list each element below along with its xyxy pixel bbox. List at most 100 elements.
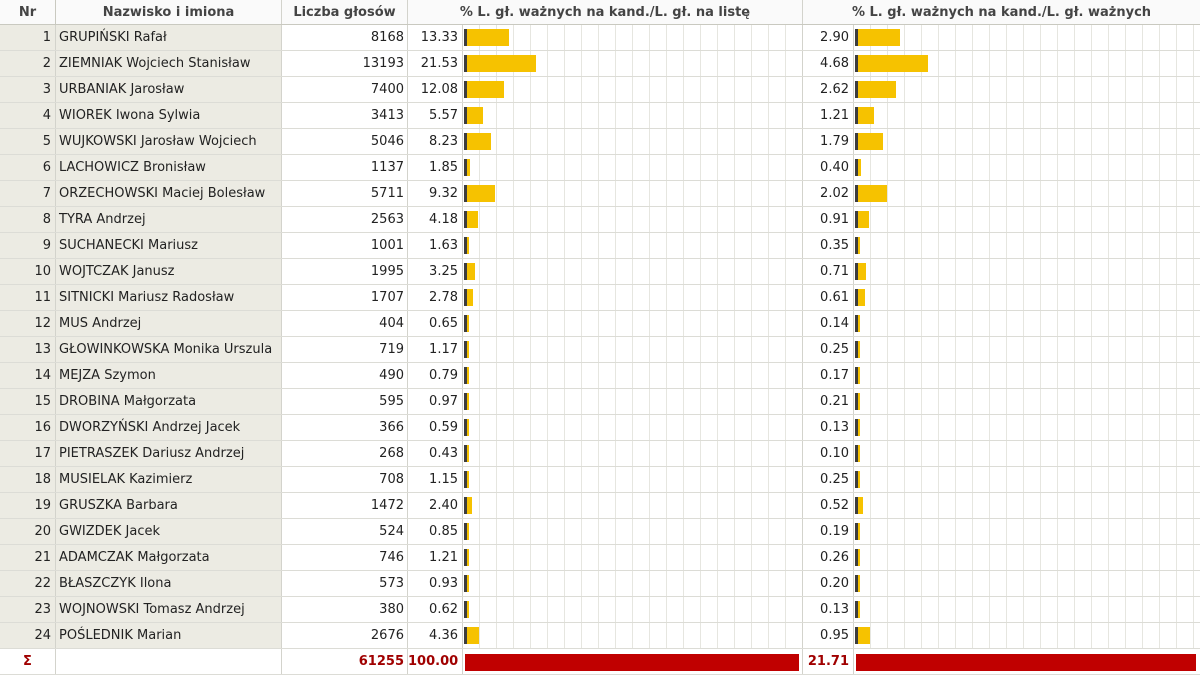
table-row[interactable]: 22 BŁASZCZYK Ilona 573 0.93 0.20 — [0, 571, 1200, 597]
table-row[interactable]: 17 PIETRASZEK Dariusz Andrzej 268 0.43 0.10 — [0, 441, 1200, 467]
table-row[interactable]: 18 MUSIELAK Kazimierz 708 1.15 0.25 — [0, 467, 1200, 493]
pct-list-value: 8.23 — [408, 129, 463, 154]
header-pct-valid[interactable]: % L. gł. ważnych na kand./L. gł. ważnych — [803, 0, 1200, 24]
table-row[interactable]: 2 ZIEMNIAK Wojciech Stanisław 13193 21.53 4.… — [0, 51, 1200, 77]
pct-valid-bar — [855, 185, 887, 202]
pct-list-bar — [464, 289, 474, 306]
pct-list-bar-cell — [463, 259, 803, 284]
pct-list-bar — [464, 55, 536, 72]
pct-list-value: 1.15 — [408, 467, 463, 492]
row-nr: 1 — [0, 25, 56, 50]
table-row[interactable]: 6 LACHOWICZ Bronisław 1137 1.85 0.40 — [0, 155, 1200, 181]
pct-list-bar-cell — [463, 363, 803, 388]
table-row[interactable]: 13 GŁOWINKOWSKA Monika Urszula 719 1.17 0.25 — [0, 337, 1200, 363]
pct-list-bar-cell — [463, 571, 803, 596]
pct-list-value: 0.65 — [408, 311, 463, 336]
table-row[interactable]: 20 GWIZDEK Jacek 524 0.85 0.19 — [0, 519, 1200, 545]
header-votes[interactable]: Liczba głosów — [282, 0, 408, 24]
candidate-name: WUJKOWSKI Jarosław Wojciech — [56, 129, 282, 154]
table-row[interactable]: 9 SUCHANECKI Mariusz 1001 1.63 0.35 — [0, 233, 1200, 259]
candidate-name: LACHOWICZ Bronisław — [56, 155, 282, 180]
table-row[interactable]: 1 GRUPIŃSKI Rafał 8168 13.33 2.90 — [0, 25, 1200, 51]
pct-valid-value: 2.62 — [803, 77, 854, 102]
candidate-name: MUSIELAK Kazimierz — [56, 467, 282, 492]
row-nr: 4 — [0, 103, 56, 128]
pct-list-value: 2.40 — [408, 493, 463, 518]
pct-valid-value: 0.17 — [803, 363, 854, 388]
candidate-name: WOJTCZAK Janusz — [56, 259, 282, 284]
vote-count: 3413 — [282, 103, 408, 128]
table-row[interactable]: 23 WOJNOWSKI Tomasz Andrzej 380 0.62 0.13 — [0, 597, 1200, 623]
candidate-name: URBANIAK Jarosław — [56, 77, 282, 102]
pct-valid-value: 0.91 — [803, 207, 854, 232]
table-row[interactable]: 12 MUS Andrzej 404 0.65 0.14 — [0, 311, 1200, 337]
pct-valid-bar-cell — [854, 77, 1200, 102]
table-row[interactable]: 10 WOJTCZAK Janusz 1995 3.25 0.71 — [0, 259, 1200, 285]
header-pct-list[interactable]: % L. gł. ważnych na kand./L. gł. na list… — [408, 0, 803, 24]
pct-list-value: 0.97 — [408, 389, 463, 414]
table-row[interactable]: 19 GRUSZKA Barbara 1472 2.40 0.52 — [0, 493, 1200, 519]
pct-list-bar-cell — [463, 103, 803, 128]
header-nr[interactable]: Nr — [0, 0, 56, 24]
row-nr: 24 — [0, 623, 56, 648]
vote-count: 1707 — [282, 285, 408, 310]
row-nr: 18 — [0, 467, 56, 492]
pct-list-bar — [464, 159, 471, 176]
table-row[interactable]: 24 POŚLEDNIK Marian 2676 4.36 0.95 — [0, 623, 1200, 649]
table-row[interactable]: 8 TYRA Andrzej 2563 4.18 0.91 — [0, 207, 1200, 233]
pct-valid-bar — [855, 575, 860, 592]
table-row[interactable]: 3 URBANIAK Jarosław 7400 12.08 2.62 — [0, 77, 1200, 103]
table-row[interactable]: 7 ORZECHOWSKI Maciej Bolesław 5711 9.32 2.02 — [0, 181, 1200, 207]
pct-valid-value: 0.20 — [803, 571, 854, 596]
pct-valid-bar-cell — [854, 363, 1200, 388]
candidate-name: GŁOWINKOWSKA Monika Urszula — [56, 337, 282, 362]
candidate-name: MUS Andrzej — [56, 311, 282, 336]
table-row[interactable]: 21 ADAMCZAK Małgorzata 746 1.21 0.26 — [0, 545, 1200, 571]
row-nr: 8 — [0, 207, 56, 232]
row-nr: 20 — [0, 519, 56, 544]
pct-list-value: 3.25 — [408, 259, 463, 284]
pct-list-bar-cell — [463, 441, 803, 466]
pct-valid-bar-cell — [854, 519, 1200, 544]
table-row[interactable]: 11 SITNICKI Mariusz Radosław 1707 2.78 0.61 — [0, 285, 1200, 311]
pct-list-bar-cell — [463, 389, 803, 414]
pct-list-value: 0.85 — [408, 519, 463, 544]
sum-bar-list — [465, 654, 799, 671]
pct-valid-value: 0.35 — [803, 233, 854, 258]
pct-list-bar-cell — [463, 597, 803, 622]
table-row[interactable]: 15 DROBINA Małgorzata 595 0.97 0.21 — [0, 389, 1200, 415]
pct-valid-bar-cell — [854, 233, 1200, 258]
pct-valid-bar — [855, 107, 874, 124]
table-row[interactable]: 5 WUJKOWSKI Jarosław Wojciech 5046 8.23 1.79 — [0, 129, 1200, 155]
pct-list-bar-cell — [463, 493, 803, 518]
vote-count: 2563 — [282, 207, 408, 232]
pct-valid-bar — [855, 419, 860, 436]
row-nr: 5 — [0, 129, 56, 154]
pct-valid-value: 0.25 — [803, 337, 854, 362]
candidate-name: WOJNOWSKI Tomasz Andrzej — [56, 597, 282, 622]
pct-valid-bar-cell — [854, 181, 1200, 206]
sum-votes: 61255 — [282, 649, 408, 674]
candidate-name: TYRA Andrzej — [56, 207, 282, 232]
pct-list-value: 1.63 — [408, 233, 463, 258]
pct-valid-bar-cell — [854, 389, 1200, 414]
vote-count: 595 — [282, 389, 408, 414]
pct-list-bar-cell — [463, 233, 803, 258]
pct-valid-bar-cell — [854, 441, 1200, 466]
candidate-name: MEJZA Szymon — [56, 363, 282, 388]
pct-valid-value: 2.02 — [803, 181, 854, 206]
candidate-name: GRUPIŃSKI Rafał — [56, 25, 282, 50]
summary-row: Σ 61255 100.00 21.71 — [0, 649, 1200, 675]
table-row[interactable]: 4 WIOREK Iwona Sylwia 3413 5.57 1.21 — [0, 103, 1200, 129]
table-row[interactable]: 14 MEJZA Szymon 490 0.79 0.17 — [0, 363, 1200, 389]
candidate-name: DWORZYŃSKI Andrzej Jacek — [56, 415, 282, 440]
vote-count: 5711 — [282, 181, 408, 206]
row-nr: 6 — [0, 155, 56, 180]
candidate-name: WIOREK Iwona Sylwia — [56, 103, 282, 128]
pct-valid-bar-cell — [854, 155, 1200, 180]
header-name[interactable]: Nazwisko i imiona — [56, 0, 282, 24]
candidate-name: SUCHANECKI Mariusz — [56, 233, 282, 258]
table-row[interactable]: 16 DWORZYŃSKI Andrzej Jacek 366 0.59 0.13 — [0, 415, 1200, 441]
pct-valid-bar — [855, 159, 862, 176]
candidate-name: ZIEMNIAK Wojciech Stanisław — [56, 51, 282, 76]
